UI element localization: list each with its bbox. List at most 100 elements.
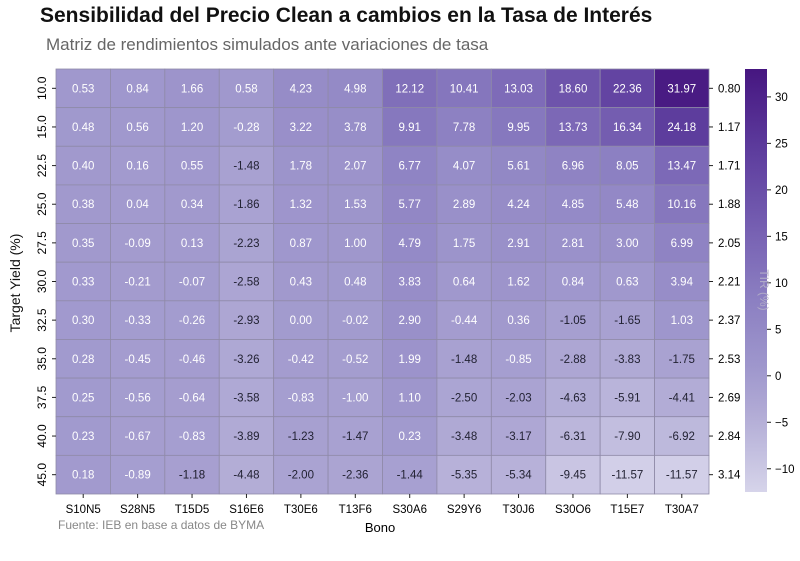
cell-value-label: 0.48 (72, 122, 94, 134)
cell-value-label: 0.58 (235, 83, 257, 95)
heatmap-cell (327, 184, 383, 224)
cell-value-label: -0.46 (179, 354, 205, 366)
cell-value-label: 0.38 (72, 199, 94, 211)
source-note: Fuente: IEB en base a datos de BYMA (58, 518, 265, 532)
chart-subtitle: Matriz de rendimientos simulados ante va… (46, 35, 489, 54)
heatmap-cell (599, 68, 655, 109)
heatmap-cell (327, 223, 383, 263)
cell-value-label: -0.07 (179, 277, 205, 289)
cell-value-label: 31.97 (667, 83, 696, 95)
cell-value-label: 4.23 (290, 83, 312, 95)
heatmap-cell (545, 300, 601, 340)
heatmap-cell (382, 377, 438, 418)
cell-value-label: -3.48 (451, 431, 477, 443)
heatmap-cell (164, 377, 220, 418)
cell-value-label: -5.34 (505, 470, 532, 482)
heatmap-cell (273, 223, 329, 263)
heatmap-cell (599, 261, 655, 302)
cell-value-label: -4.41 (669, 392, 695, 404)
x-tick-label: S28N5 (120, 504, 155, 516)
heatmap-cell (327, 377, 383, 418)
colorbar (745, 69, 767, 492)
cell-value-label: 7.78 (453, 122, 475, 134)
colorbar-tick-label: 15 (775, 231, 788, 243)
cell-value-label: 0.40 (72, 161, 94, 173)
cell-value-label: 0.84 (562, 277, 585, 289)
y-tick-label: 15.0 (35, 115, 49, 139)
cell-value-label: -2.36 (342, 470, 368, 482)
heatmap-cell (218, 300, 275, 340)
heatmap-cell (654, 300, 710, 340)
y-tick-label: 40.0 (35, 424, 49, 448)
heatmap-cell (490, 107, 547, 147)
cell-value-label: 0.34 (181, 199, 204, 211)
cell-value-label: -4.48 (233, 470, 259, 482)
x-tick-label: T30A7 (665, 504, 699, 516)
heatmap-cell (55, 416, 111, 456)
heatmap-cell (327, 68, 383, 109)
colorbar-tick-label: 25 (775, 138, 788, 150)
cell-value-label: 0.30 (72, 315, 94, 327)
cell-value-label: 0.23 (399, 431, 421, 443)
cell-value-label: -0.21 (125, 277, 151, 289)
heatmap-cell (327, 145, 383, 186)
y-tick-label: 27.5 (35, 231, 49, 255)
cell-value-label: -1.48 (451, 354, 477, 366)
cell-value-label: -3.58 (233, 392, 259, 404)
cell-value-label: 0.25 (72, 392, 94, 404)
x-tick-label: S29Y6 (447, 504, 482, 516)
x-tick-label: S30A6 (392, 504, 427, 516)
cell-value-label: -0.02 (342, 315, 368, 327)
heatmap-cell (654, 223, 710, 263)
heatmap-cell (545, 454, 601, 495)
x-tick-label: T30E6 (284, 504, 318, 516)
y-tick-label: 35.0 (35, 347, 49, 371)
heatmap-cell (490, 416, 547, 456)
heatmap-cell (545, 145, 601, 186)
cell-value-label: 2.07 (344, 161, 366, 173)
heatmap-cell (382, 261, 438, 302)
heatmap-cell (327, 339, 383, 379)
x-axis-title: Bono (365, 520, 395, 535)
cell-value-label: -1.48 (233, 161, 259, 173)
cell-value-label: -1.65 (614, 315, 640, 327)
heatmap-cell (599, 300, 655, 340)
cell-value-label: 0.63 (616, 277, 638, 289)
cell-value-label: 9.91 (399, 122, 421, 134)
cell-value-label: -0.09 (125, 238, 151, 250)
cell-value-label: -1.18 (179, 470, 205, 482)
cell-value-label: 0.00 (290, 315, 312, 327)
heatmap-cell (273, 339, 329, 379)
cell-value-label: 18.60 (559, 83, 588, 95)
right-tick-label: 1.71 (718, 161, 740, 173)
y-tick-label: 32.5 (35, 308, 49, 332)
cell-value-label: 22.36 (613, 83, 642, 95)
cell-value-label: 1.78 (290, 161, 312, 173)
cell-value-label: 1.03 (671, 315, 693, 327)
heatmap-cell (545, 377, 601, 418)
cell-value-label: 3.22 (290, 122, 312, 134)
x-tick-label: T15D5 (175, 504, 210, 516)
cell-value-label: 4.85 (562, 199, 584, 211)
heatmap-cell (273, 300, 329, 340)
cell-value-label: 1.99 (399, 354, 421, 366)
cell-value-label: -1.00 (342, 392, 368, 404)
cell-value-label: 2.81 (562, 238, 584, 250)
cell-value-label: -0.83 (179, 431, 205, 443)
cell-value-label: -0.33 (125, 315, 151, 327)
y-tick-label: 25.0 (35, 192, 49, 216)
cell-value-label: 2.89 (453, 199, 475, 211)
heatmap-cell (654, 454, 710, 495)
cell-value-label: 6.77 (399, 161, 421, 173)
heatmap-cell (490, 261, 547, 302)
cell-value-label: 0.33 (72, 277, 94, 289)
x-tick-label: T30J6 (503, 504, 535, 516)
cell-value-label: -0.64 (179, 392, 206, 404)
cell-value-label: 0.36 (507, 315, 529, 327)
cell-value-label: -5.91 (614, 392, 640, 404)
cell-value-label: 13.47 (667, 161, 696, 173)
heatmap-cell (490, 68, 547, 109)
cell-value-label: 6.96 (562, 161, 584, 173)
cell-value-label: -2.00 (288, 470, 314, 482)
